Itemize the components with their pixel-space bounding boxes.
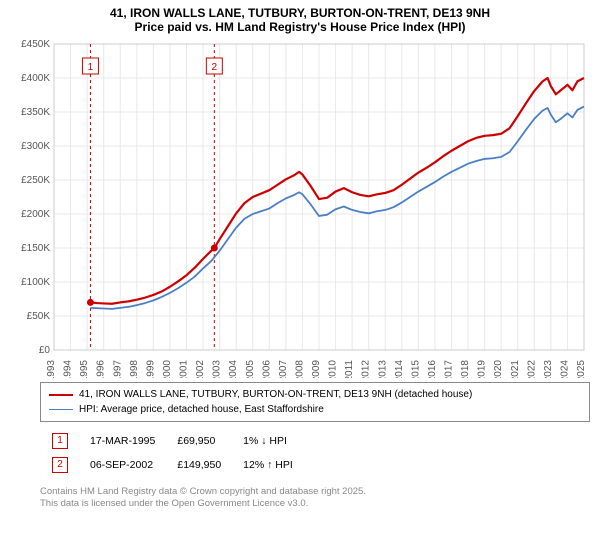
sale-date: 06-SEP-2002 (80, 454, 165, 476)
sale-marker-badge: 2 (52, 457, 68, 473)
sales-markers-table: 1 17-MAR-1995£69,9501% ↓ HPI 2 06-SEP-2002£… (40, 428, 305, 478)
line-chart-svg: £0 £50K £100K £150K £200K £250K £300K £350K £400… (10, 38, 590, 378)
sale-pct: 1% ↓ HPI (233, 430, 303, 452)
svg-text:2007: 2007 (278, 360, 289, 378)
sale-pct: 12% ↑ HPI (233, 454, 303, 476)
svg-text:1993: 1993 (46, 360, 57, 378)
legend-box: 41, IRON WALLS LANE, TUTBURY, BURTON-ON-… (40, 382, 590, 422)
svg-text:£450K: £450K (21, 39, 50, 50)
svg-text:2006: 2006 (261, 360, 272, 378)
svg-text:1998: 1998 (129, 360, 140, 378)
svg-text:2000: 2000 (162, 360, 173, 378)
title-address: 41, IRON WALLS LANE, TUTBURY, BURTON-ON-… (10, 6, 590, 20)
legend-swatch (49, 409, 73, 410)
chart-area: £0 £50K £100K £150K £200K £250K £300K £350K £400… (10, 38, 590, 378)
legend-swatch (49, 394, 73, 396)
svg-text:1995: 1995 (79, 360, 90, 378)
legend-label: 41, IRON WALLS LANE, TUTBURY, BURTON-ON-… (79, 387, 472, 402)
legend-row: HPI: Average price, detached house, East… (49, 402, 581, 417)
footer-line-1: Contains HM Land Registry data © Crown c… (40, 486, 590, 498)
sale-marker-badge: 1 (52, 433, 68, 449)
svg-text:£100K: £100K (21, 277, 50, 288)
svg-text:2017: 2017 (444, 360, 455, 378)
footer-attribution: Contains HM Land Registry data © Crown c… (40, 486, 590, 511)
svg-text:2010: 2010 (328, 360, 339, 378)
svg-text:2011: 2011 (344, 360, 355, 378)
svg-text:2014: 2014 (394, 360, 405, 378)
svg-text:2021: 2021 (510, 360, 521, 378)
sale-price: £149,950 (167, 454, 231, 476)
svg-text:£350K: £350K (21, 107, 50, 118)
svg-text:2: 2 (212, 62, 218, 73)
chart-title-block: 41, IRON WALLS LANE, TUTBURY, BURTON-ON-… (0, 0, 600, 36)
svg-text:1: 1 (88, 62, 94, 73)
svg-text:£150K: £150K (21, 243, 50, 254)
title-subtitle: Price paid vs. HM Land Registry's House … (10, 20, 590, 34)
svg-text:1994: 1994 (63, 360, 74, 378)
svg-text:2016: 2016 (427, 360, 438, 378)
sale-row: 1 17-MAR-1995£69,9501% ↓ HPI (42, 430, 303, 452)
svg-text:2024: 2024 (559, 360, 570, 378)
svg-text:£250K: £250K (21, 175, 50, 186)
svg-text:£400K: £400K (21, 73, 50, 84)
sale-date: 17-MAR-1995 (80, 430, 165, 452)
svg-text:2001: 2001 (179, 360, 190, 378)
svg-text:2020: 2020 (493, 360, 504, 378)
svg-text:2013: 2013 (377, 360, 388, 378)
footer-line-2: This data is licensed under the Open Gov… (40, 498, 590, 510)
svg-text:2022: 2022 (526, 360, 537, 378)
svg-text:1996: 1996 (96, 360, 107, 378)
svg-text:2019: 2019 (477, 360, 488, 378)
svg-text:1997: 1997 (112, 360, 123, 378)
svg-text:£0: £0 (39, 345, 51, 356)
svg-text:2015: 2015 (410, 360, 421, 378)
svg-text:2002: 2002 (195, 360, 206, 378)
svg-text:1999: 1999 (145, 360, 156, 378)
svg-text:2005: 2005 (245, 360, 256, 378)
legend-row: 41, IRON WALLS LANE, TUTBURY, BURTON-ON-… (49, 387, 581, 402)
sale-price: £69,950 (167, 430, 231, 452)
svg-text:2008: 2008 (294, 360, 305, 378)
svg-text:2018: 2018 (460, 360, 471, 378)
legend-label: HPI: Average price, detached house, East… (79, 402, 324, 417)
svg-text:2009: 2009 (311, 360, 322, 378)
svg-text:2025: 2025 (576, 360, 587, 378)
svg-text:£200K: £200K (21, 209, 50, 220)
svg-text:2023: 2023 (543, 360, 554, 378)
svg-text:£50K: £50K (27, 311, 51, 322)
svg-text:£300K: £300K (21, 141, 50, 152)
sale-row: 2 06-SEP-2002£149,95012% ↑ HPI (42, 454, 303, 476)
svg-text:2004: 2004 (228, 360, 239, 378)
svg-text:2003: 2003 (212, 360, 223, 378)
svg-text:2012: 2012 (361, 360, 372, 378)
